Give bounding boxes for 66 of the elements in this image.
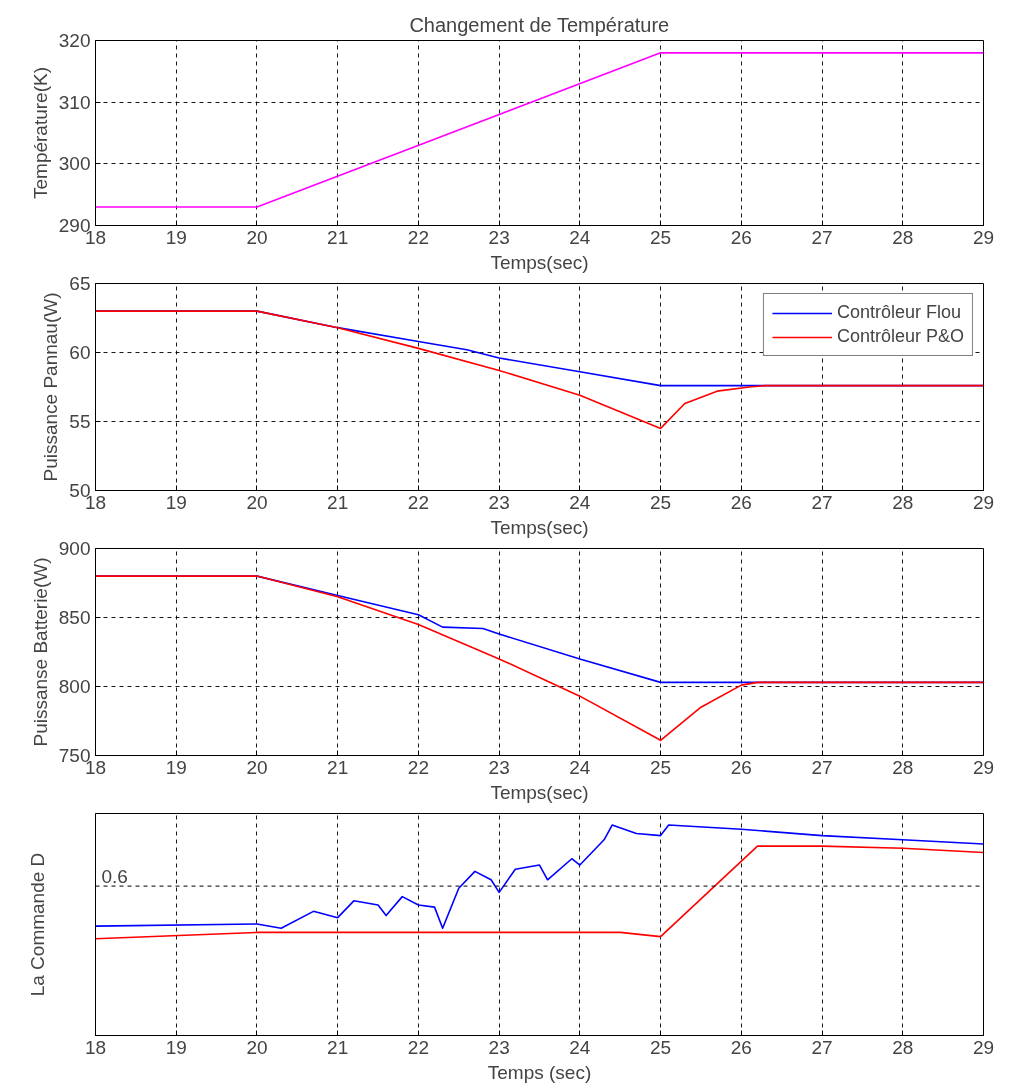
x-tick-label: 29 [972, 226, 995, 248]
chart-title: Changement de Température [409, 13, 670, 36]
x-tick-label: 23 [488, 756, 510, 778]
x-tick-label: 24 [569, 1036, 591, 1058]
x-tick-label: 29 [972, 1036, 995, 1058]
x-tick-label: 19 [165, 756, 187, 778]
x-axis-title: Temps (sec) [487, 1061, 592, 1083]
x-tick-label: 20 [246, 756, 268, 778]
legend-label: Contrôleur P&O [836, 326, 964, 347]
x-tick-label: 21 [327, 1036, 349, 1058]
x-tick-label: 24 [569, 756, 591, 778]
legend-label: Contrôleur Flou [836, 302, 961, 323]
y-axis-title: Puissance Pannau(W) [40, 292, 62, 482]
x-axis-title: Temps(sec) [490, 251, 589, 273]
y-tick-label: 310 [58, 91, 91, 113]
x-tick-label: 19 [165, 1036, 187, 1058]
x-tick-label: 20 [246, 226, 268, 248]
x-tick-label: 24 [569, 491, 591, 513]
y-axis-title: La Commande D [26, 852, 48, 997]
y-tick-label: 65 [69, 273, 91, 294]
x-axis-title: Temps(sec) [490, 516, 589, 538]
x-tick-label: 25 [650, 756, 672, 778]
x-tick-label: 22 [407, 756, 429, 778]
x-tick-label: 20 [246, 491, 268, 513]
y-tick-label: 55 [69, 411, 91, 432]
x-tick-label: 28 [892, 756, 914, 778]
x-tick-label: 25 [650, 491, 672, 513]
x-tick-label: 25 [650, 226, 672, 248]
y-tick-label: 300 [58, 153, 91, 175]
x-tick-label: 24 [569, 226, 591, 248]
x-tick-label: 27 [811, 756, 833, 778]
x-tick-label: 26 [730, 226, 752, 248]
x-tick-label: 29 [972, 756, 995, 778]
x-tick-label: 21 [327, 491, 349, 513]
x-tick-label: 27 [811, 226, 833, 248]
x-tick-label: 27 [811, 1036, 833, 1058]
x-tick-label: 19 [165, 226, 187, 248]
x-tick-label: 22 [407, 491, 429, 513]
x-tick-label: 21 [327, 226, 349, 248]
y-axis-title: Température(K) [29, 66, 51, 199]
x-tick-label: 28 [892, 1036, 914, 1058]
x-tick-label: 23 [488, 226, 510, 248]
x-tick-label: 23 [488, 491, 510, 513]
x-tick-label: 18 [84, 1036, 107, 1058]
y-tick-label: 800 [58, 676, 91, 697]
x-tick-label: 19 [165, 491, 187, 513]
y-tick-label: 900 [58, 538, 91, 559]
x-tick-label: 21 [327, 756, 349, 778]
x-tick-label: 28 [892, 491, 914, 513]
y-tick-label: 320 [58, 30, 91, 51]
x-tick-label: 29 [972, 491, 995, 513]
x-tick-label: 22 [407, 1036, 429, 1058]
x-tick-label: 28 [892, 226, 914, 248]
x-tick-label: 22 [407, 226, 429, 248]
x-tick-label: 23 [488, 1036, 510, 1058]
y-axis-title: Puissanse Batterie(W) [29, 557, 51, 747]
x-tick-label: 26 [730, 1036, 752, 1058]
x-tick-label: 25 [650, 1036, 672, 1058]
x-tick-label: 20 [246, 1036, 268, 1058]
y-tick-label: 60 [69, 342, 91, 363]
x-axis-title: Temps(sec) [490, 781, 589, 803]
y-tick-label: 850 [58, 607, 91, 628]
annotation: 0.6 [101, 866, 128, 888]
x-tick-label: 27 [811, 491, 833, 513]
x-tick-label: 26 [730, 491, 752, 513]
x-tick-label: 26 [730, 756, 752, 778]
